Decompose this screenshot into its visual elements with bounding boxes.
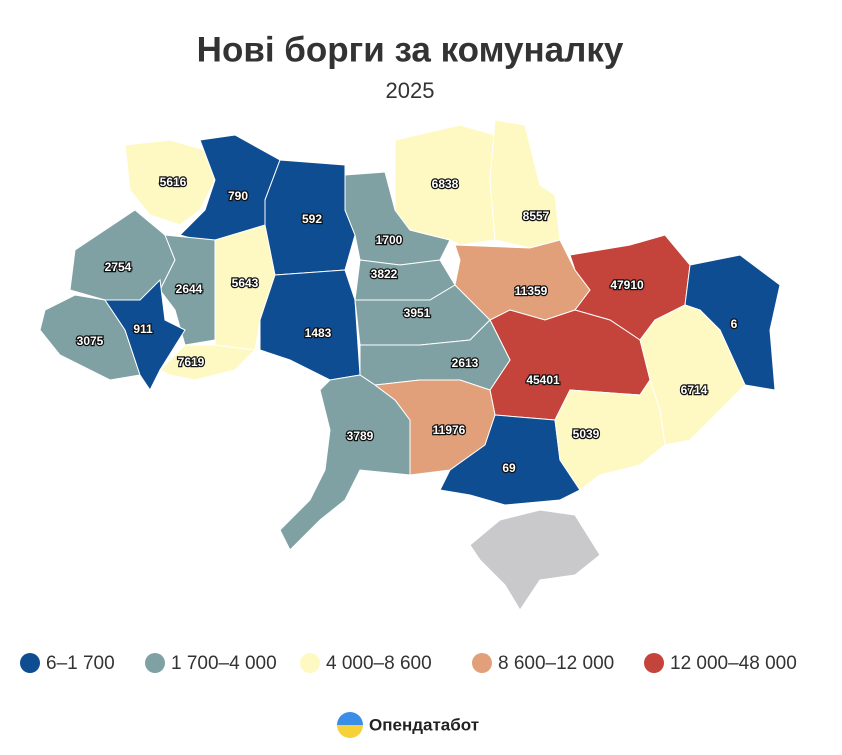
region-label: 2613 — [452, 356, 479, 370]
region-label: 911 — [133, 322, 153, 336]
region-label: 1483 — [305, 326, 332, 340]
region-label: 2644 — [176, 282, 203, 296]
legend-swatch — [472, 653, 492, 673]
region — [639, 304, 746, 446]
region — [489, 119, 561, 249]
region — [554, 378, 666, 491]
region-label: 3075 — [77, 334, 104, 348]
brand-logo-bottom — [337, 725, 363, 738]
legend-swatch — [300, 653, 320, 673]
legend-swatch — [145, 653, 165, 673]
labels: 5616 790 592 1700 6838 8557 2754 2644 5643 3075 91… — [75, 174, 739, 477]
crimea — [469, 509, 601, 611]
region-label: 5039 — [573, 427, 600, 441]
legend-label: 4 000–8 600 — [326, 653, 432, 674]
map — [39, 119, 781, 611]
region-label: 3822 — [371, 267, 398, 281]
legend-swatch — [644, 653, 664, 673]
region-label: 5643 — [232, 276, 259, 290]
region — [104, 278, 186, 391]
region — [159, 344, 257, 381]
region-label: 7619 — [178, 355, 205, 369]
region-label: 6 — [731, 317, 738, 331]
brand-name: Опендатабот — [369, 715, 479, 734]
legend-swatch — [20, 653, 40, 673]
region — [124, 139, 216, 226]
region — [279, 374, 411, 551]
region-label: 1700 — [376, 233, 403, 247]
subtitle: 2025 — [386, 78, 435, 103]
brand: Опендатабот — [337, 712, 479, 738]
region-label: 3789 — [347, 429, 374, 443]
region-label: 47910 — [610, 278, 644, 292]
region — [259, 269, 361, 381]
region-label: 790 — [228, 189, 248, 203]
region-label: 2754 — [105, 260, 132, 274]
region-label: 5616 — [160, 175, 187, 189]
region-label: 69 — [502, 461, 516, 475]
legend-label: 8 600–12 000 — [498, 653, 614, 674]
region-label: 592 — [302, 212, 322, 226]
region — [394, 124, 496, 246]
region-label: 3951 — [404, 306, 431, 320]
region-label: 45401 — [526, 373, 560, 387]
legend: 6–1 700 1 700–4 000 4 000–8 600 8 600–12 00… — [20, 653, 797, 674]
legend-label: 12 000–48 000 — [670, 653, 797, 674]
legend-label: 6–1 700 — [46, 653, 115, 674]
legend-label: 1 700–4 000 — [171, 653, 277, 674]
region-label: 8557 — [523, 209, 550, 223]
brand-logo-top — [337, 712, 363, 725]
region-label: 11359 — [515, 284, 548, 298]
title: Нові борги за комуналку — [197, 30, 624, 69]
region-label: 11976 — [433, 423, 466, 437]
region-label: 6838 — [432, 177, 459, 191]
region-label: 6714 — [681, 383, 708, 397]
